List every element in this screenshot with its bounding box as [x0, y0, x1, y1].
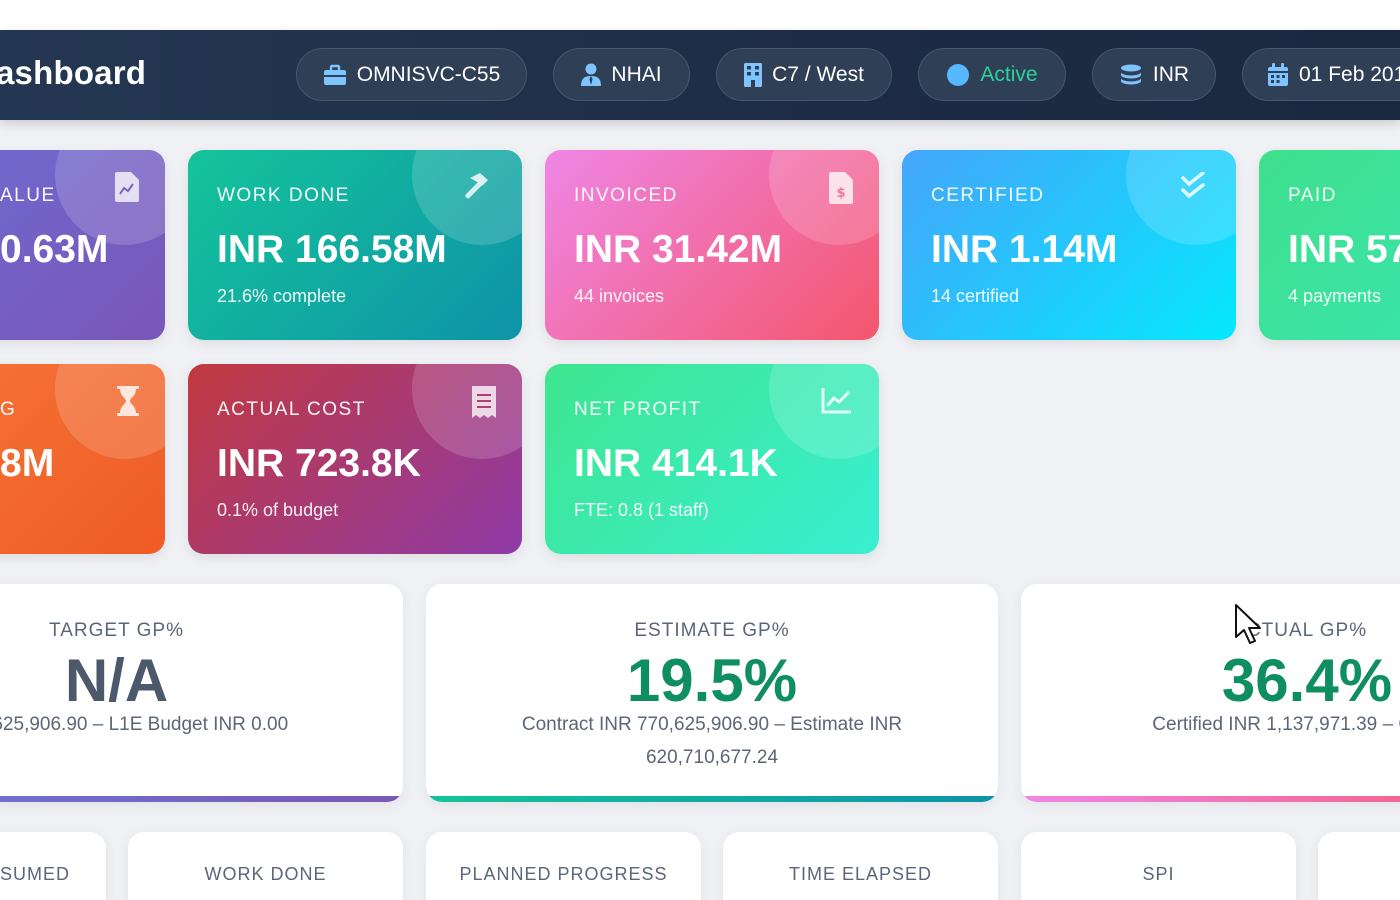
double-check-icon — [1181, 172, 1205, 199]
gp-description: t 770,625,906.90 – L1E Budget INR 0.00 — [0, 714, 289, 735]
kpi-subtext: 0.1% of budget — [217, 500, 339, 520]
page-title: ashboard — [0, 54, 147, 91]
kpi-label: INVOICED — [574, 185, 678, 206]
region-name: C7 / West — [772, 62, 864, 86]
gp-label: CTUAL GP% — [1246, 620, 1368, 641]
metric-label: SUMED — [0, 864, 71, 884]
line-chart-icon — [821, 388, 851, 414]
actual-gp-card[interactable]: CTUAL GP% 36.4% Certified INR 1,137,971.… — [1021, 584, 1400, 802]
gp-description: Certified INR 1,137,971.39 – Cost IN — [1152, 714, 1400, 735]
kpi-subtext: FTE: 0.8 (1 staff) — [574, 500, 709, 520]
metric-card-spi[interactable]: SPI — [1021, 832, 1296, 900]
kpi-value: INR 1.14M — [931, 228, 1118, 271]
invoice-dollar-icon: $ — [829, 172, 853, 204]
calendar-icon — [1268, 62, 1288, 86]
kpi-value: INR 723.8K — [217, 442, 421, 485]
gp-value: 36.4% — [1221, 647, 1393, 714]
project-pill[interactable]: OMNISVC-C55 — [296, 48, 527, 101]
client-pill[interactable]: NHAI — [553, 48, 690, 101]
kpi-value: INR 414.1K — [574, 442, 778, 485]
estimate-gp-card[interactable]: ESTIMATE GP% 19.5% Contract INR 770,625,… — [426, 584, 998, 802]
target-gp-card[interactable]: TARGET GP% N/A t 770,625,906.90 – L1E Bu… — [0, 584, 403, 802]
kpi-subtext: 14 certified — [931, 286, 1020, 306]
gp-accent-bar — [0, 796, 403, 802]
top-strip — [0, 0, 1400, 30]
region-pill[interactable]: C7 / West — [716, 48, 892, 101]
metric-card-planned-progress[interactable]: PLANNED PROGRESS — [426, 832, 701, 900]
metric-card-time-elapsed[interactable]: TIME ELAPSED — [723, 832, 998, 900]
mouse-pointer-icon — [1235, 604, 1261, 644]
svg-text:$: $ — [836, 186, 845, 201]
building-icon — [744, 62, 763, 87]
kpi-label: NET PROFIT — [574, 399, 702, 420]
currency-code: INR — [1152, 62, 1190, 86]
gp-accent-bar — [426, 796, 998, 802]
gp-value: 19.5% — [626, 647, 798, 714]
gp-value: N/A — [64, 647, 169, 714]
hammer-icon — [465, 173, 488, 199]
kpi-subtext: 21.6% complete — [217, 286, 347, 306]
kpi-pending[interactable]: G 8M — [0, 364, 165, 554]
file-chart-icon — [115, 172, 139, 202]
kpi-label: CERTIFIED — [931, 185, 1045, 206]
metric-label: SPI — [1142, 864, 1175, 884]
metric-card-extra[interactable] — [1318, 832, 1400, 900]
header-bar: ashboard OMNISVC-C55 NHAI — [0, 30, 1400, 120]
gp-description: Contract INR 770,625,906.90 – Estimate I… — [521, 714, 903, 768]
kpi-label: WORK DONE — [217, 185, 350, 206]
gp-label: TARGET GP% — [49, 620, 184, 641]
kpi-subtext: 4 payments — [1288, 286, 1382, 306]
receipt-icon — [472, 386, 496, 418]
project-code: OMNISVC-C55 — [356, 62, 501, 86]
kpi-contract-value[interactable]: ALUE 0.63M — [0, 150, 165, 340]
gp-label: ESTIMATE GP% — [634, 620, 790, 641]
coins-icon — [1120, 64, 1141, 84]
kpi-value: 0.63M — [0, 228, 109, 271]
kpi-certified[interactable]: CERTIFIED INR 1.14M 14 certified — [902, 150, 1236, 340]
metric-card-consumed[interactable]: SUMED — [0, 832, 106, 900]
kpi-subtext: 44 invoices — [574, 286, 665, 306]
kpi-value: INR 57 — [1288, 228, 1400, 271]
kpi-value: INR 166.58M — [217, 228, 447, 271]
kpi-work-done[interactable]: WORK DONE INR 166.58M 21.6% complete — [188, 150, 522, 340]
metric-label: WORK DONE — [204, 864, 327, 884]
metric-label: PLANNED PROGRESS — [459, 864, 668, 884]
kpi-label: ALUE — [0, 185, 56, 206]
kpi-label: G — [0, 399, 17, 420]
kpi-paid[interactable]: PAID INR 57 4 payments — [1259, 150, 1400, 340]
date-label: 01 Feb 201 — [1299, 62, 1400, 86]
gp-accent-bar — [1021, 796, 1400, 802]
date-pill[interactable]: 01 Feb 201 — [1242, 48, 1400, 101]
metric-label: TIME ELAPSED — [788, 864, 933, 884]
client-name: NHAI — [611, 62, 662, 86]
kpi-value: 8M — [0, 442, 55, 485]
kpi-label: ACTUAL COST — [217, 399, 366, 420]
kpi-value: INR 31.42M — [574, 228, 783, 271]
status-dot-icon — [947, 63, 970, 86]
metric-card-work-done[interactable]: WORK DONE — [128, 832, 403, 900]
user-tie-icon — [581, 63, 602, 86]
briefcase-icon — [323, 64, 346, 85]
status-pill[interactable]: Active — [918, 48, 1066, 101]
kpi-actual-cost[interactable]: ACTUAL COST INR 723.8K 0.1% of budget — [188, 364, 522, 554]
kpi-invoiced[interactable]: INVOICED INR 31.42M 44 invoices $ — [545, 150, 879, 340]
status-label: Active — [980, 62, 1038, 86]
kpi-net-profit[interactable]: NET PROFIT INR 414.1K FTE: 0.8 (1 staff) — [545, 364, 879, 554]
currency-pill[interactable]: INR — [1092, 48, 1216, 101]
hourglass-icon — [117, 386, 139, 416]
kpi-label: PAID — [1288, 185, 1337, 206]
